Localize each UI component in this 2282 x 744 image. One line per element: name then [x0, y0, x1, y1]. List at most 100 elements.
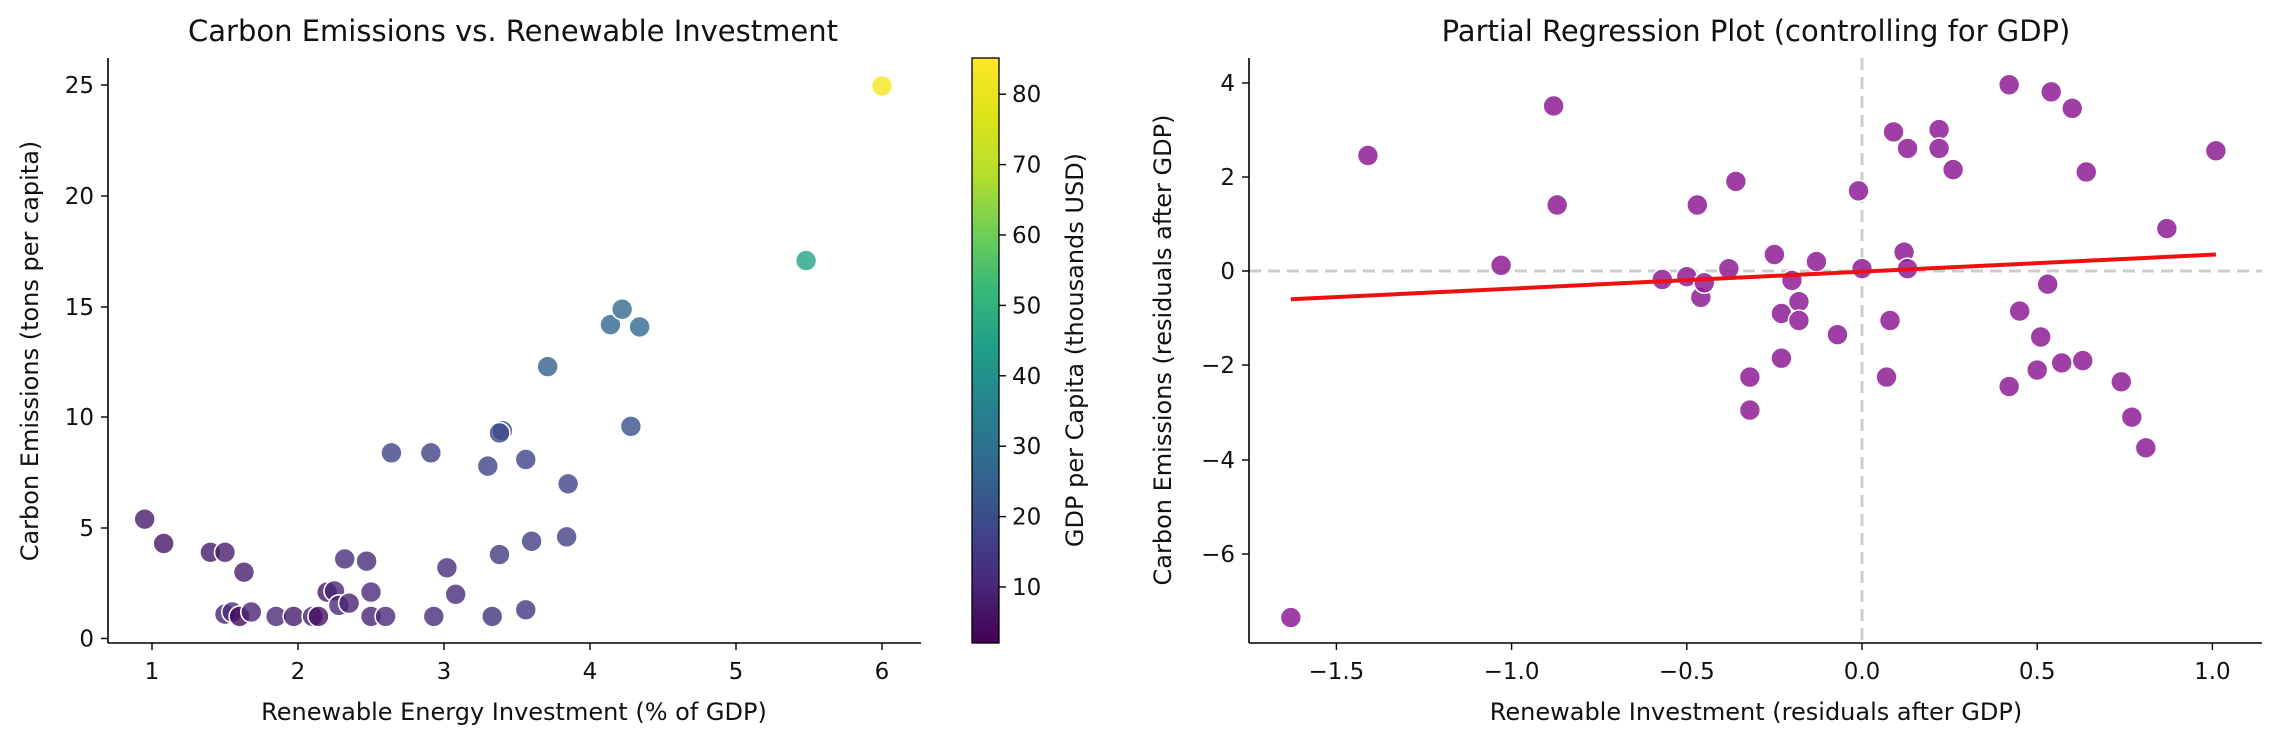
colorbar-tick-label: 20 — [1012, 505, 1041, 531]
right-data-point — [1545, 193, 1569, 217]
right-x-tick: 1.0 — [2194, 643, 2231, 685]
colorbar-tick-label: 30 — [1012, 434, 1041, 460]
right-data-point — [2008, 299, 2031, 323]
right-x-tick: −0.5 — [1659, 643, 1715, 685]
right-data-point — [1738, 365, 1762, 389]
left-y-tick-label: 5 — [79, 516, 94, 542]
right-x-tick-label: −1.5 — [1308, 659, 1364, 685]
left-data-point — [599, 313, 622, 336]
right-data-point — [1927, 137, 1951, 160]
left-points — [133, 74, 894, 628]
left-data-point — [355, 549, 378, 573]
right-data-point — [1997, 375, 2021, 398]
right-y-tick: 0 — [1220, 259, 1249, 285]
right-y-tick: −4 — [1201, 448, 1249, 474]
right-data-point — [2204, 139, 2228, 163]
right-data-point — [2060, 97, 2084, 120]
left-data-point — [213, 541, 237, 564]
colorbar-tick-label: 40 — [1012, 364, 1041, 390]
right-data-point — [2155, 217, 2179, 240]
colorbar-tick-label: 60 — [1012, 223, 1041, 249]
right-data-point — [1847, 179, 1870, 203]
left-data-point — [307, 605, 330, 628]
right-data-point — [2071, 349, 2095, 372]
right-data-point — [1770, 346, 1793, 370]
left-y-tick: 20 — [65, 184, 108, 210]
right-data-point — [1489, 254, 1513, 277]
right-x-tick-label: 1.0 — [2194, 659, 2231, 685]
left-y-tick: 10 — [65, 405, 108, 431]
left-data-point — [422, 605, 446, 628]
left-y-ticks: 0 5 10 15 20 25 — [65, 73, 108, 653]
right-data-point — [2025, 358, 2049, 382]
left-data-point — [480, 605, 504, 628]
right-x-tick: −1.5 — [1308, 643, 1364, 685]
left-data-point — [476, 454, 500, 478]
right-x-tick-label: −1.0 — [1484, 659, 1540, 685]
right-data-point — [1738, 398, 1762, 422]
left-x-tick-label: 2 — [291, 659, 306, 685]
left-x-tick-label: 1 — [145, 659, 160, 685]
colorbar-tick: 50 — [999, 293, 1041, 319]
left-x-tick: 4 — [583, 643, 598, 685]
left-x-tick: 2 — [291, 643, 306, 685]
left-data-point — [359, 580, 383, 604]
colorbar-label: GDP per Capita (thousands USD) — [1061, 153, 1089, 547]
colorbar-tick: 10 — [999, 575, 1041, 601]
right-x-tick-label: 0.5 — [2019, 659, 2056, 685]
right-data-point — [1805, 250, 1828, 273]
right-data-point — [1279, 606, 1303, 629]
right-data-point — [1927, 118, 1951, 141]
right-data-point — [1997, 73, 2021, 97]
right-y-axis-label: Carbon Emissions (residuals after GDP) — [1149, 115, 1177, 586]
right-data-point — [1686, 193, 1709, 217]
right-data-point — [1763, 243, 1786, 266]
left-y-axis-label: Carbon Emissions (tons per capita) — [16, 141, 44, 562]
left-data-point — [337, 591, 361, 615]
right-x-axis-label: Renewable Investment (residuals after GD… — [1490, 698, 2022, 726]
regression-line — [1290, 252, 2217, 302]
right-chart-title: Partial Regression Plot (controlling for… — [1442, 14, 2071, 48]
right-data-point — [1882, 120, 1905, 144]
colorbar: 10 20 30 40 50 60 70 80 GDP per Capita (… — [971, 57, 1089, 644]
right-data-point — [1878, 309, 1902, 332]
left-x-ticks: 1 2 3 4 5 6 — [145, 643, 889, 685]
colorbar-tick: 20 — [999, 505, 1041, 531]
left-data-point — [488, 543, 511, 566]
left-x-axis-label: Renewable Energy Investment (% of GDP) — [261, 698, 767, 726]
right-y-tick-label: 0 — [1220, 259, 1235, 285]
left-data-point — [794, 249, 818, 272]
left-data-point — [870, 74, 894, 98]
left-x-tick-label: 5 — [729, 659, 744, 685]
right-y-tick-label: −6 — [1201, 542, 1235, 568]
right-data-point — [2134, 436, 2158, 460]
left-y-tick: 15 — [65, 295, 108, 321]
left-chart-title: Carbon Emissions vs. Renewable Investmen… — [188, 14, 838, 48]
right-y-tick: −6 — [1201, 542, 1249, 568]
colorbar-tick-label: 80 — [1012, 82, 1041, 108]
left-x-tick-label: 4 — [583, 659, 598, 685]
right-chart: Partial Regression Plot (controlling for… — [1149, 14, 2262, 726]
left-data-point — [610, 297, 634, 321]
left-data-point — [444, 582, 467, 606]
right-data-point — [1542, 94, 1565, 118]
colorbar-ticks: 10 20 30 40 50 60 70 80 — [999, 82, 1041, 601]
right-y-tick-label: 4 — [1220, 71, 1235, 97]
right-y-tick: −2 — [1201, 353, 1249, 379]
left-data-point — [536, 355, 559, 378]
left-data-point — [520, 529, 543, 553]
left-data-point — [556, 472, 580, 496]
colorbar-tick: 60 — [999, 223, 1041, 249]
left-data-point — [419, 441, 443, 465]
right-y-tick-label: −2 — [1201, 353, 1235, 379]
right-data-point — [1356, 144, 1380, 167]
left-x-tick: 6 — [875, 643, 889, 685]
right-data-point — [1724, 170, 1748, 193]
right-data-point — [1787, 309, 1811, 332]
right-x-tick-label: −0.5 — [1659, 659, 1715, 685]
colorbar-tick: 70 — [999, 153, 1041, 179]
right-data-point — [2074, 160, 2098, 184]
left-x-tick-label: 3 — [437, 659, 452, 685]
right-data-point — [2120, 405, 2144, 429]
